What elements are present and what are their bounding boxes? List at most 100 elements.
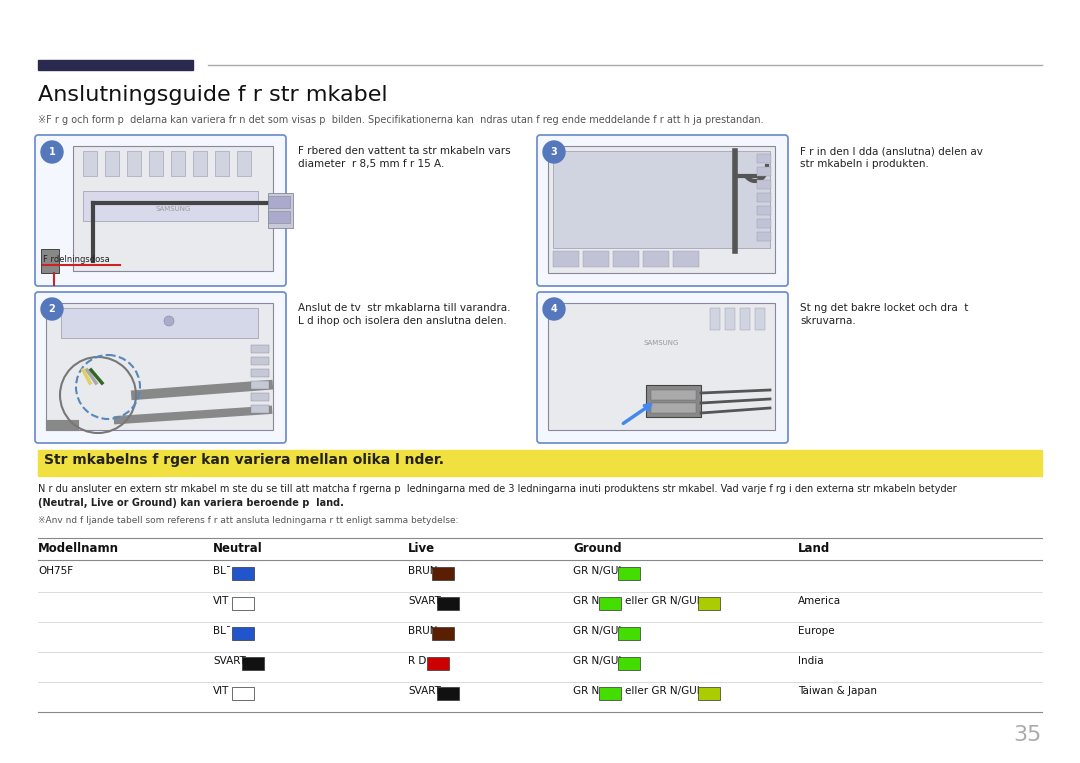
Bar — [673, 251, 699, 267]
Text: BRUN: BRUN — [408, 566, 437, 576]
Text: 2: 2 — [49, 304, 55, 314]
Bar — [757, 232, 771, 241]
Bar — [268, 211, 291, 223]
Bar — [613, 251, 639, 267]
Text: America: America — [798, 596, 841, 606]
Bar — [698, 687, 719, 700]
Text: Land: Land — [798, 542, 831, 555]
Bar — [755, 308, 765, 330]
Bar — [231, 567, 254, 580]
Bar — [757, 206, 771, 215]
Bar — [83, 151, 97, 176]
FancyBboxPatch shape — [35, 135, 286, 286]
Text: Ground: Ground — [573, 542, 622, 555]
Bar — [73, 146, 273, 271]
Bar — [548, 146, 775, 273]
Text: (Neutral, Live or Ground) kan variera beroende p  land.: (Neutral, Live or Ground) kan variera be… — [38, 498, 343, 508]
Text: BL¯: BL¯ — [213, 626, 231, 636]
Bar — [251, 405, 269, 413]
Bar — [643, 251, 669, 267]
Bar — [437, 597, 459, 610]
Text: VIT: VIT — [213, 686, 229, 696]
Bar — [83, 191, 258, 221]
Bar — [105, 151, 119, 176]
Text: eller GR N/GUL: eller GR N/GUL — [625, 686, 702, 696]
FancyBboxPatch shape — [537, 292, 788, 443]
Bar — [231, 597, 254, 610]
Text: Anslut de tv  str mkablarna till varandra.: Anslut de tv str mkablarna till varandra… — [298, 303, 511, 313]
Text: BRUN: BRUN — [408, 626, 437, 636]
Text: GR N: GR N — [573, 686, 603, 696]
Text: India: India — [798, 656, 824, 666]
Bar — [599, 597, 621, 610]
Text: SAMSUNG: SAMSUNG — [644, 340, 678, 346]
Bar — [757, 167, 771, 176]
Text: SVART: SVART — [408, 686, 441, 696]
Text: 1: 1 — [49, 147, 55, 157]
Text: GR N/GUL: GR N/GUL — [573, 566, 624, 576]
Bar — [757, 193, 771, 202]
Text: SAMSUNG: SAMSUNG — [156, 206, 191, 212]
Bar — [427, 657, 448, 670]
Circle shape — [543, 298, 565, 320]
Bar — [437, 687, 459, 700]
Text: eller GR N/GUL: eller GR N/GUL — [625, 596, 702, 606]
Bar — [251, 369, 269, 377]
Text: BL¯: BL¯ — [213, 566, 231, 576]
Bar — [149, 151, 163, 176]
Text: SVART: SVART — [408, 596, 441, 606]
Circle shape — [543, 141, 565, 163]
Bar — [599, 687, 621, 700]
Text: N r du ansluter en extern str mkabel m ste du se till att matcha f rgerna p  led: N r du ansluter en extern str mkabel m s… — [38, 484, 957, 494]
Bar — [268, 196, 291, 208]
Text: GR N/GUL: GR N/GUL — [573, 626, 624, 636]
Text: Europe: Europe — [798, 626, 835, 636]
Bar — [553, 151, 770, 248]
Text: VIT: VIT — [213, 596, 229, 606]
Bar — [215, 151, 229, 176]
Bar — [618, 657, 639, 670]
Text: 4: 4 — [551, 304, 557, 314]
Text: Modellnamn: Modellnamn — [38, 542, 119, 555]
Bar — [646, 385, 701, 417]
Bar — [251, 357, 269, 365]
Bar — [251, 345, 269, 353]
Bar — [251, 393, 269, 401]
Text: GR N/GUL: GR N/GUL — [573, 656, 624, 666]
Text: diameter  r 8,5 mm f r 15 A.: diameter r 8,5 mm f r 15 A. — [298, 159, 444, 169]
Text: Anslutningsguide f r str mkabel: Anslutningsguide f r str mkabel — [38, 85, 388, 105]
Bar — [553, 251, 579, 267]
Text: Str mkabelns f rger kan variera mellan olika l nder.: Str mkabelns f rger kan variera mellan o… — [44, 453, 444, 467]
Text: F r in den l dda (anslutna) delen av: F r in den l dda (anslutna) delen av — [800, 146, 983, 156]
Text: L d ihop och isolera den anslutna delen.: L d ihop och isolera den anslutna delen. — [298, 316, 507, 326]
Bar — [757, 180, 771, 189]
Text: St ng det bakre locket och dra  t: St ng det bakre locket och dra t — [800, 303, 969, 313]
Bar — [60, 308, 258, 338]
Text: Neutral: Neutral — [213, 542, 262, 555]
Bar — [251, 381, 269, 389]
Bar — [651, 390, 696, 400]
Bar — [268, 193, 293, 228]
Text: Live: Live — [408, 542, 435, 555]
Bar — [725, 308, 735, 330]
Bar — [651, 403, 696, 413]
Bar — [698, 597, 719, 610]
Text: OH75F: OH75F — [38, 566, 73, 576]
Bar — [740, 308, 750, 330]
Bar — [432, 567, 454, 580]
Bar — [231, 687, 254, 700]
Text: 35: 35 — [1014, 725, 1042, 745]
Bar — [618, 567, 639, 580]
Text: F rbered den vattent ta str mkabeln vars: F rbered den vattent ta str mkabeln vars — [298, 146, 511, 156]
Bar — [242, 657, 264, 670]
Text: skruvarna.: skruvarna. — [800, 316, 855, 326]
Text: ※Anv nd f ljande tabell som referens f r att ansluta ledningarna r tt enligt sam: ※Anv nd f ljande tabell som referens f r… — [38, 516, 459, 525]
Bar — [432, 627, 454, 640]
Text: Taiwan & Japan: Taiwan & Japan — [798, 686, 877, 696]
Text: GR N: GR N — [573, 596, 603, 606]
Bar — [38, 450, 1042, 476]
Text: 3: 3 — [551, 147, 557, 157]
Bar — [231, 627, 254, 640]
Bar — [171, 151, 185, 176]
Bar — [710, 308, 720, 330]
